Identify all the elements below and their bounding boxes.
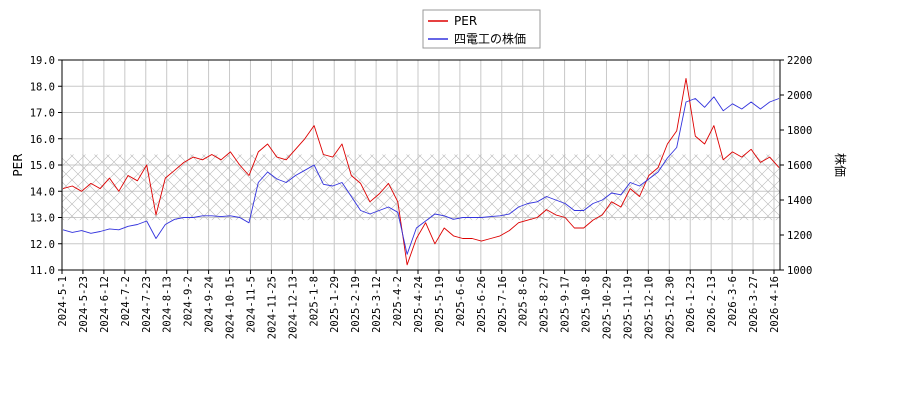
x-tick-label: 2025-12-30 (664, 276, 676, 339)
left-tick-label: 11.0 (30, 265, 55, 277)
y-axis-label-left: PER (11, 153, 25, 176)
x-tick-label: 2026-3-27 (748, 276, 760, 333)
left-tick-label: 17.0 (30, 108, 55, 120)
right-tick-label: 2200 (787, 55, 812, 67)
x-tick-label: 2025-8-6 (518, 276, 530, 327)
x-tick-label: 2025-12-10 (643, 276, 655, 339)
series-layer (62, 77, 780, 266)
x-axis: 2024-5-1 2024-5-23 2024-6-12 2024-7-2 2024-7… (57, 270, 781, 339)
left-axis: 11.0 12.0 13.0 14.0 15.0 16.0 17.0 18.0 19.0 (30, 55, 62, 277)
legend-label-price: 四電工の株価 (454, 31, 526, 46)
left-tick-label: 14.0 (30, 186, 55, 198)
x-tick-label: 2026-1-23 (685, 276, 697, 333)
legend-box (422, 9, 541, 49)
x-tick-label: 2025-4-24 (413, 276, 425, 333)
x-tick-label: 2025-10-29 (601, 276, 613, 339)
series-line-per (62, 77, 780, 266)
x-tick-label: 2025-1-8 (308, 276, 320, 327)
hatch-band (62, 154, 780, 221)
x-tick-label: 2024-7-23 (141, 276, 153, 333)
x-tick-label: 2025-10-8 (581, 276, 593, 333)
left-tick-label: 16.0 (30, 134, 55, 146)
legend-label-per: PER (454, 14, 477, 28)
right-axis: 1000 1200 1400 1600 1800 2000 2200 (780, 55, 812, 277)
x-tick-label: 2024-10-15 (225, 276, 237, 339)
x-tick-label: 2024-8-13 (162, 276, 174, 333)
x-tick-label: 2025-2-19 (350, 276, 362, 333)
y-axis-label-right: 株価 (833, 153, 848, 177)
x-tick-label: 2025-8-27 (539, 276, 551, 333)
x-tick-label: 2024-11-5 (245, 276, 257, 333)
x-tick-label: 2025-3-12 (371, 276, 383, 333)
x-tick-label: 2025-6-26 (476, 276, 488, 333)
x-tick-label: 2026-4-16 (769, 276, 781, 333)
x-tick-label: 2024-9-24 (204, 276, 216, 333)
x-tick-label: 2026-3-6 (727, 276, 739, 327)
right-tick-label: 1800 (787, 125, 812, 137)
legend: PER 四電工の株価 (422, 9, 541, 49)
x-tick-label: 2024-12-13 (287, 276, 299, 339)
left-tick-label: 18.0 (30, 81, 55, 93)
x-tick-label: 2024-5-1 (57, 276, 69, 327)
x-tick-label: 2025-6-6 (455, 276, 467, 327)
left-tick-label: 12.0 (30, 239, 55, 251)
x-tick-label: 2025-7-16 (497, 276, 509, 333)
left-tick-label: 13.0 (30, 213, 55, 225)
x-tick-label: 2025-11-19 (622, 276, 634, 339)
x-tick-label: 2025-1-29 (329, 276, 341, 333)
x-tick-label: 2024-7-2 (120, 276, 132, 327)
x-tick-label: 2026-2-13 (706, 276, 718, 333)
right-tick-label: 1000 (787, 265, 812, 277)
x-tick-label: 2024-9-2 (183, 276, 195, 327)
series-line-price (62, 96, 780, 255)
left-tick-label: 19.0 (30, 55, 55, 67)
right-tick-label: 1600 (787, 160, 812, 172)
left-tick-label: 15.0 (30, 160, 55, 172)
x-tick-label: 2025-9-17 (560, 276, 572, 333)
x-tick-label: 2024-11-25 (266, 276, 278, 339)
x-tick-label: 2024-5-23 (78, 276, 90, 333)
x-tick-label: 2025-5-19 (434, 276, 446, 333)
right-tick-label: 1400 (787, 195, 812, 207)
x-tick-label: 2025-4-2 (392, 276, 404, 327)
x-tick-label: 2024-6-12 (99, 276, 111, 333)
right-tick-label: 2000 (787, 90, 812, 102)
right-tick-label: 1200 (787, 230, 812, 242)
